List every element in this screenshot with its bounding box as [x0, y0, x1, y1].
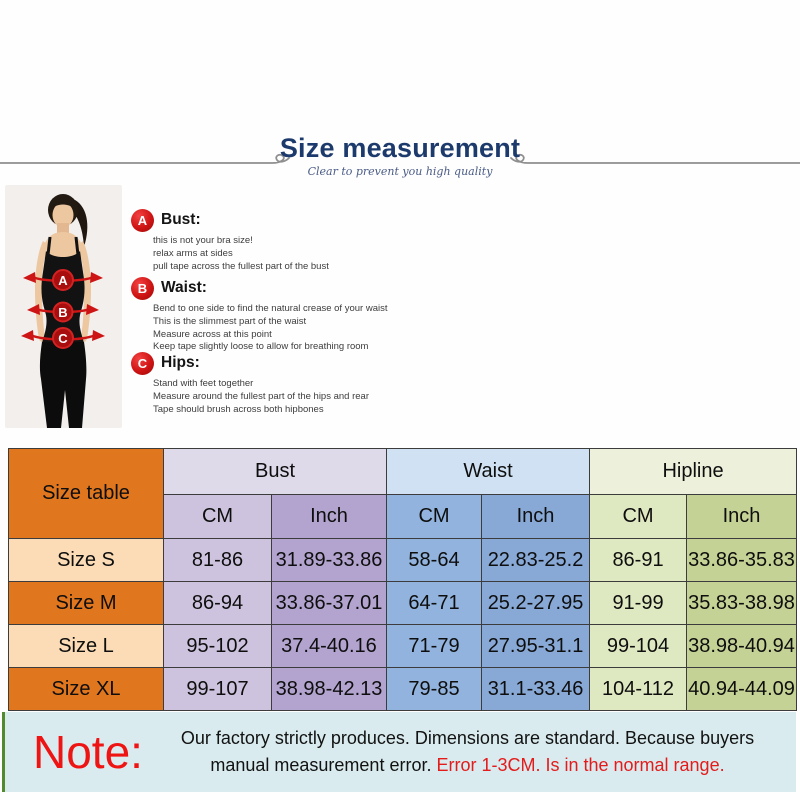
hips-guide-section: C Hips: Stand with feet together Measure…: [131, 351, 461, 416]
note-text-red: Error 1-3CM. Is in the normal range.: [436, 755, 725, 775]
neck: [57, 223, 69, 235]
bust-cm-cell: 86-94: [163, 581, 272, 625]
hipline-cm-cell: 91-99: [589, 581, 688, 625]
bust-guide-line: this is not your bra size!: [153, 235, 253, 246]
hipline-inch-cell: 40.94-44.09: [686, 667, 798, 711]
hipline-cm-cell: 104-112: [589, 667, 688, 711]
size-table-corner: Size table: [8, 448, 164, 539]
marker-c-icon: C: [131, 351, 154, 375]
page-title: Size measurement: [279, 133, 521, 163]
bust-group-header: Bust: [163, 448, 387, 495]
hip-arrow-letter: C: [58, 331, 68, 346]
bust-inch-cell: 33.86-37.01: [271, 581, 387, 625]
waist-cm-cell: 79-85: [386, 667, 482, 711]
bust-cm-cell: 95-102: [163, 624, 272, 668]
hipline-inch-cell: 38.98-40.94: [686, 624, 798, 668]
bust-cm-cell: 99-107: [163, 667, 272, 711]
table-row-size-l: Size L 95-102 37.4-40.16 71-79 27.95-31.…: [8, 624, 798, 668]
camisole-strap-left: [46, 236, 52, 256]
bust-cm-cell: 81-86: [163, 538, 272, 582]
waist-cm-header: CM: [386, 494, 482, 539]
size-row-label: Size XL: [8, 667, 164, 711]
bust-arrow: A: [23, 269, 103, 291]
divider-flourish-left: [0, 150, 300, 179]
size-table: Size table Bust Waist Hipline CM Inch CM…: [8, 448, 798, 711]
right-arm: [78, 241, 91, 343]
hipline-inch-cell: 35.83-38.98: [686, 581, 798, 625]
marker-a-icon: A: [131, 208, 154, 232]
size-row-label: Size S: [8, 538, 164, 582]
bust-arrow-letter: A: [58, 273, 68, 288]
waist-guide-section: B Waist: Bend to one side to find the na…: [131, 276, 461, 354]
measuring-guide: A B C: [0, 183, 800, 439]
model-figure: A B C: [5, 185, 133, 436]
size-row-label: Size M: [8, 581, 164, 625]
waist-cm-cell: 58-64: [386, 538, 482, 582]
camisole: [41, 251, 85, 343]
bust-guide-line: relax arms at sides: [153, 247, 233, 259]
waist-arrow-letter: B: [58, 305, 67, 320]
table-row-size-s: Size S 81-86 31.89-33.86 58-64 22.83-25.…: [8, 538, 798, 582]
note-text: Our factory strictly produces. Dimension…: [153, 725, 782, 779]
hip-arrow: C: [21, 327, 105, 349]
face: [52, 202, 74, 228]
hipline-group-header: Hipline: [589, 448, 798, 495]
divider-flourish-right: [508, 150, 800, 179]
page-subtitle: Clear to prevent you high quality: [307, 165, 493, 178]
waist-guide-line: Bend to one side to find the natural cre…: [153, 303, 388, 314]
note-text-black: Our factory strictly produces. Dimension…: [180, 728, 755, 775]
page-header: Size measurement Clear to prevent you hi…: [0, 133, 800, 178]
waist-group-header: Waist: [385, 448, 591, 495]
waist-inch-cell: 22.83-25.2: [480, 538, 591, 582]
table-row-size-m: Size M 86-94 33.86-37.01 64-71 25.2-27.9…: [8, 581, 798, 625]
waist-guide-line: Keep tape slightly loose to allow for br…: [153, 341, 369, 353]
bust-cm-header: CM: [163, 494, 272, 539]
waist-guide-title: Waist:: [161, 279, 207, 296]
waist-inch-header: Inch: [480, 494, 591, 539]
marker-b-icon: B: [131, 276, 154, 300]
bust-inch-header: Inch: [271, 494, 387, 539]
camisole-strap-right: [74, 236, 80, 256]
bust-guide-title: Bust:: [161, 211, 201, 228]
note-banner: Note: Our factory strictly produces. Dim…: [2, 712, 796, 792]
hair-fringe: [49, 202, 77, 212]
hair-ponytail: [67, 199, 88, 247]
waist-cm-cell: 71-79: [386, 624, 482, 668]
bust-inch-cell: 31.89-33.86: [271, 538, 387, 582]
size-row-label: Size L: [8, 624, 164, 668]
hipline-cm-header: CM: [589, 494, 688, 539]
hips-guide-title: Hips:: [161, 354, 200, 371]
hipline-inch-cell: 33.86-35.83: [686, 538, 798, 582]
hipline-cm-cell: 86-91: [589, 538, 688, 582]
note-label: Note:: [33, 726, 143, 778]
hips-guide-line: Measure around the fullest part of the h…: [153, 390, 369, 402]
bust-guide-section: A Bust: this is not your bra size! relax…: [131, 208, 461, 273]
left-arm: [35, 241, 48, 343]
hips-guide-line: Tape should brush across both hipbones: [153, 403, 324, 415]
table-row-size-xl: Size XL 99-107 38.98-42.13 79-85 31.1-33…: [8, 667, 798, 711]
waist-arrow: B: [27, 301, 99, 323]
bust-inch-cell: 37.4-40.16: [271, 624, 387, 668]
waist-guide-line: This is the slimmest part of the waist: [153, 315, 307, 327]
pants: [39, 342, 87, 428]
waist-cm-cell: 64-71: [386, 581, 482, 625]
bust-guide-line: pull tape across the fullest part of the…: [153, 260, 329, 272]
chest: [44, 232, 82, 259]
waist-inch-cell: 25.2-27.95: [480, 581, 591, 625]
hips-guide-line: Stand with feet together: [153, 378, 254, 389]
hipline-cm-cell: 99-104: [589, 624, 688, 668]
waist-inch-cell: 31.1-33.46: [480, 667, 591, 711]
waist-guide-line: Measure across at this point: [153, 328, 272, 340]
hipline-inch-header: Inch: [686, 494, 798, 539]
waist-inch-cell: 27.95-31.1: [480, 624, 591, 668]
bust-inch-cell: 38.98-42.13: [271, 667, 387, 711]
